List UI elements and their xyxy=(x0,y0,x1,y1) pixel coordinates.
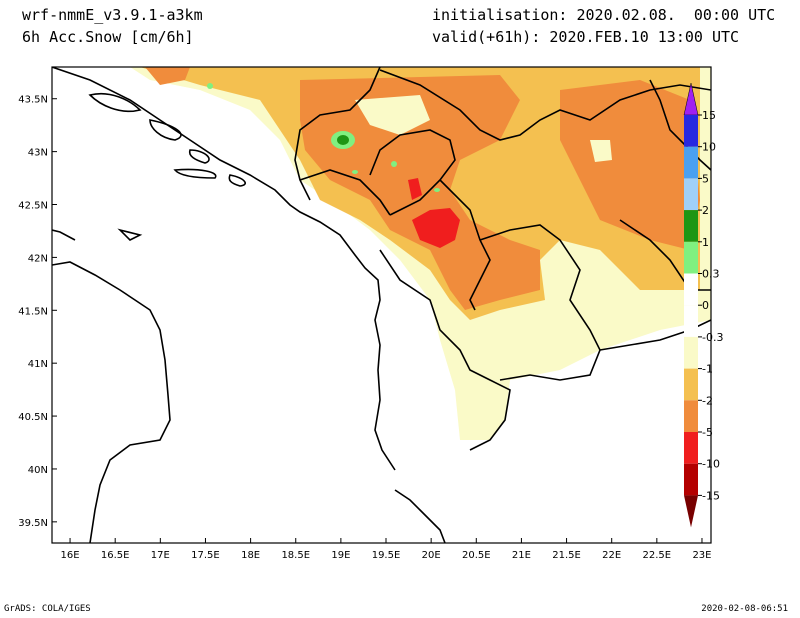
lon-tick-label: 19E xyxy=(331,550,350,561)
small-green-patch-3 xyxy=(352,170,358,174)
colorbar-label: 1 xyxy=(702,236,709,249)
axis-ticks: 16E 16.5E 17E 17.5E 18E 18.5E 19E 19.5E 20E 20.5E… xyxy=(18,95,711,561)
lon-tick-label: 19.5E xyxy=(372,550,401,561)
lon-tick-label: 20E xyxy=(422,550,441,561)
island-6 xyxy=(117,228,143,241)
border-bosnia xyxy=(294,67,381,201)
lon-tick-label: 20.5E xyxy=(462,550,491,561)
lon-tick-label: 18E xyxy=(241,550,260,561)
lat-tick-label: 40N xyxy=(28,465,48,476)
map-frame xyxy=(51,66,712,544)
lat-tick-label: 43N xyxy=(28,148,48,159)
colorbar-label: -2 xyxy=(702,394,713,407)
coastline-gargano xyxy=(52,229,76,241)
island-2 xyxy=(149,119,182,141)
colorbar-label: -0.3 xyxy=(702,331,723,344)
border-montenegro xyxy=(299,169,391,216)
colorbar-label: -10 xyxy=(702,458,720,471)
colorbar-box xyxy=(684,336,698,369)
lon-tick-label: 16E xyxy=(61,550,80,561)
colorbar-box xyxy=(684,241,698,274)
lon-tick-label: 23E xyxy=(692,550,711,561)
lon-tick-label: 17.5E xyxy=(191,550,220,561)
colorbar-label: 5 xyxy=(702,172,709,185)
small-green-patch xyxy=(207,83,213,89)
colorbar: 15 10 5 2 1 0.3 0 -0.3 -1 -2 -5 -10 -15 xyxy=(683,82,723,528)
colorbar-label: 10 xyxy=(702,141,716,154)
lat-tick-label: 43.5N xyxy=(18,95,48,106)
colorbar-bottom-arrow xyxy=(684,495,698,528)
very-heavy-snow-region-2 xyxy=(408,178,422,200)
colorbar-label: 2 xyxy=(702,204,709,217)
border-serbia xyxy=(379,69,711,141)
colorbar-label: -15 xyxy=(702,489,720,502)
colorbar-label: 0 xyxy=(702,299,709,312)
model-title: wrf-nmmE_v3.9.1-a3km xyxy=(22,6,203,24)
colorbar-box xyxy=(684,115,698,147)
variable-title: 6h Acc.Snow [cm/6h] xyxy=(22,28,194,46)
low-snow-hole xyxy=(355,95,430,135)
very-heavy-snow-region xyxy=(412,208,460,248)
lon-tick-label: 18.5E xyxy=(281,550,310,561)
colorbar-box xyxy=(684,400,698,432)
colorbar-box xyxy=(684,368,698,401)
lon-tick-label: 16.5E xyxy=(101,550,130,561)
lon-tick-label: 21.5E xyxy=(552,550,581,561)
lon-tick-label: 22E xyxy=(602,550,621,561)
border-kosovo-south xyxy=(439,179,491,311)
coastline-greece xyxy=(394,489,446,543)
lat-tick-label: 42.5N xyxy=(18,201,48,212)
small-green-patch-4 xyxy=(434,188,440,192)
colorbar-box xyxy=(684,273,698,306)
colorbar-box xyxy=(684,146,698,179)
precipitation-field xyxy=(130,67,711,440)
initialisation-time: initialisation: 2020.02.08. 00:00 UTC xyxy=(432,6,776,24)
heavy-snow-region-west xyxy=(145,67,190,85)
border-albania xyxy=(379,249,511,451)
small-green-patch-2 xyxy=(391,161,397,167)
colorbar-box xyxy=(684,432,698,464)
lon-tick-label: 22.5E xyxy=(643,550,672,561)
colorbar-box xyxy=(684,305,698,337)
island-4 xyxy=(173,168,217,179)
green-patch xyxy=(337,135,349,145)
colorbar-label: 15 xyxy=(702,109,716,122)
footer-timestamp: 2020-02-08-06:51 xyxy=(701,604,788,614)
island-3 xyxy=(188,149,210,164)
lat-tick-label: 41.5N xyxy=(18,306,48,317)
low-snow-hole-2 xyxy=(590,140,612,162)
island-1 xyxy=(88,92,142,113)
colorbar-box xyxy=(684,463,698,496)
valid-time: valid(+61h): 2020.FEB.10 13:00 UTC xyxy=(432,28,740,46)
lon-tick-label: 17E xyxy=(151,550,170,561)
heavy-snow-region-east xyxy=(560,80,700,250)
coastlines-borders xyxy=(52,67,711,543)
colorbar-label: 0.3 xyxy=(702,268,720,281)
colorbar-box xyxy=(684,178,698,211)
island-5 xyxy=(228,174,246,187)
border-macedonia xyxy=(479,224,601,381)
colorbar-box xyxy=(684,210,698,242)
lat-tick-label: 42N xyxy=(28,253,48,264)
border-kosovo xyxy=(369,129,456,216)
border-bulgaria xyxy=(649,79,711,171)
lat-tick-label: 41N xyxy=(28,359,48,370)
colorbar-label: -5 xyxy=(702,426,713,439)
coastline-italy xyxy=(52,261,171,543)
lat-tick-label: 39.5N xyxy=(18,518,48,529)
lon-tick-label: 21E xyxy=(512,550,531,561)
lat-tick-label: 40.5N xyxy=(18,412,48,423)
footer-credit: GrADS: COLA/IGES xyxy=(4,604,91,614)
colorbar-label: -1 xyxy=(702,363,713,376)
